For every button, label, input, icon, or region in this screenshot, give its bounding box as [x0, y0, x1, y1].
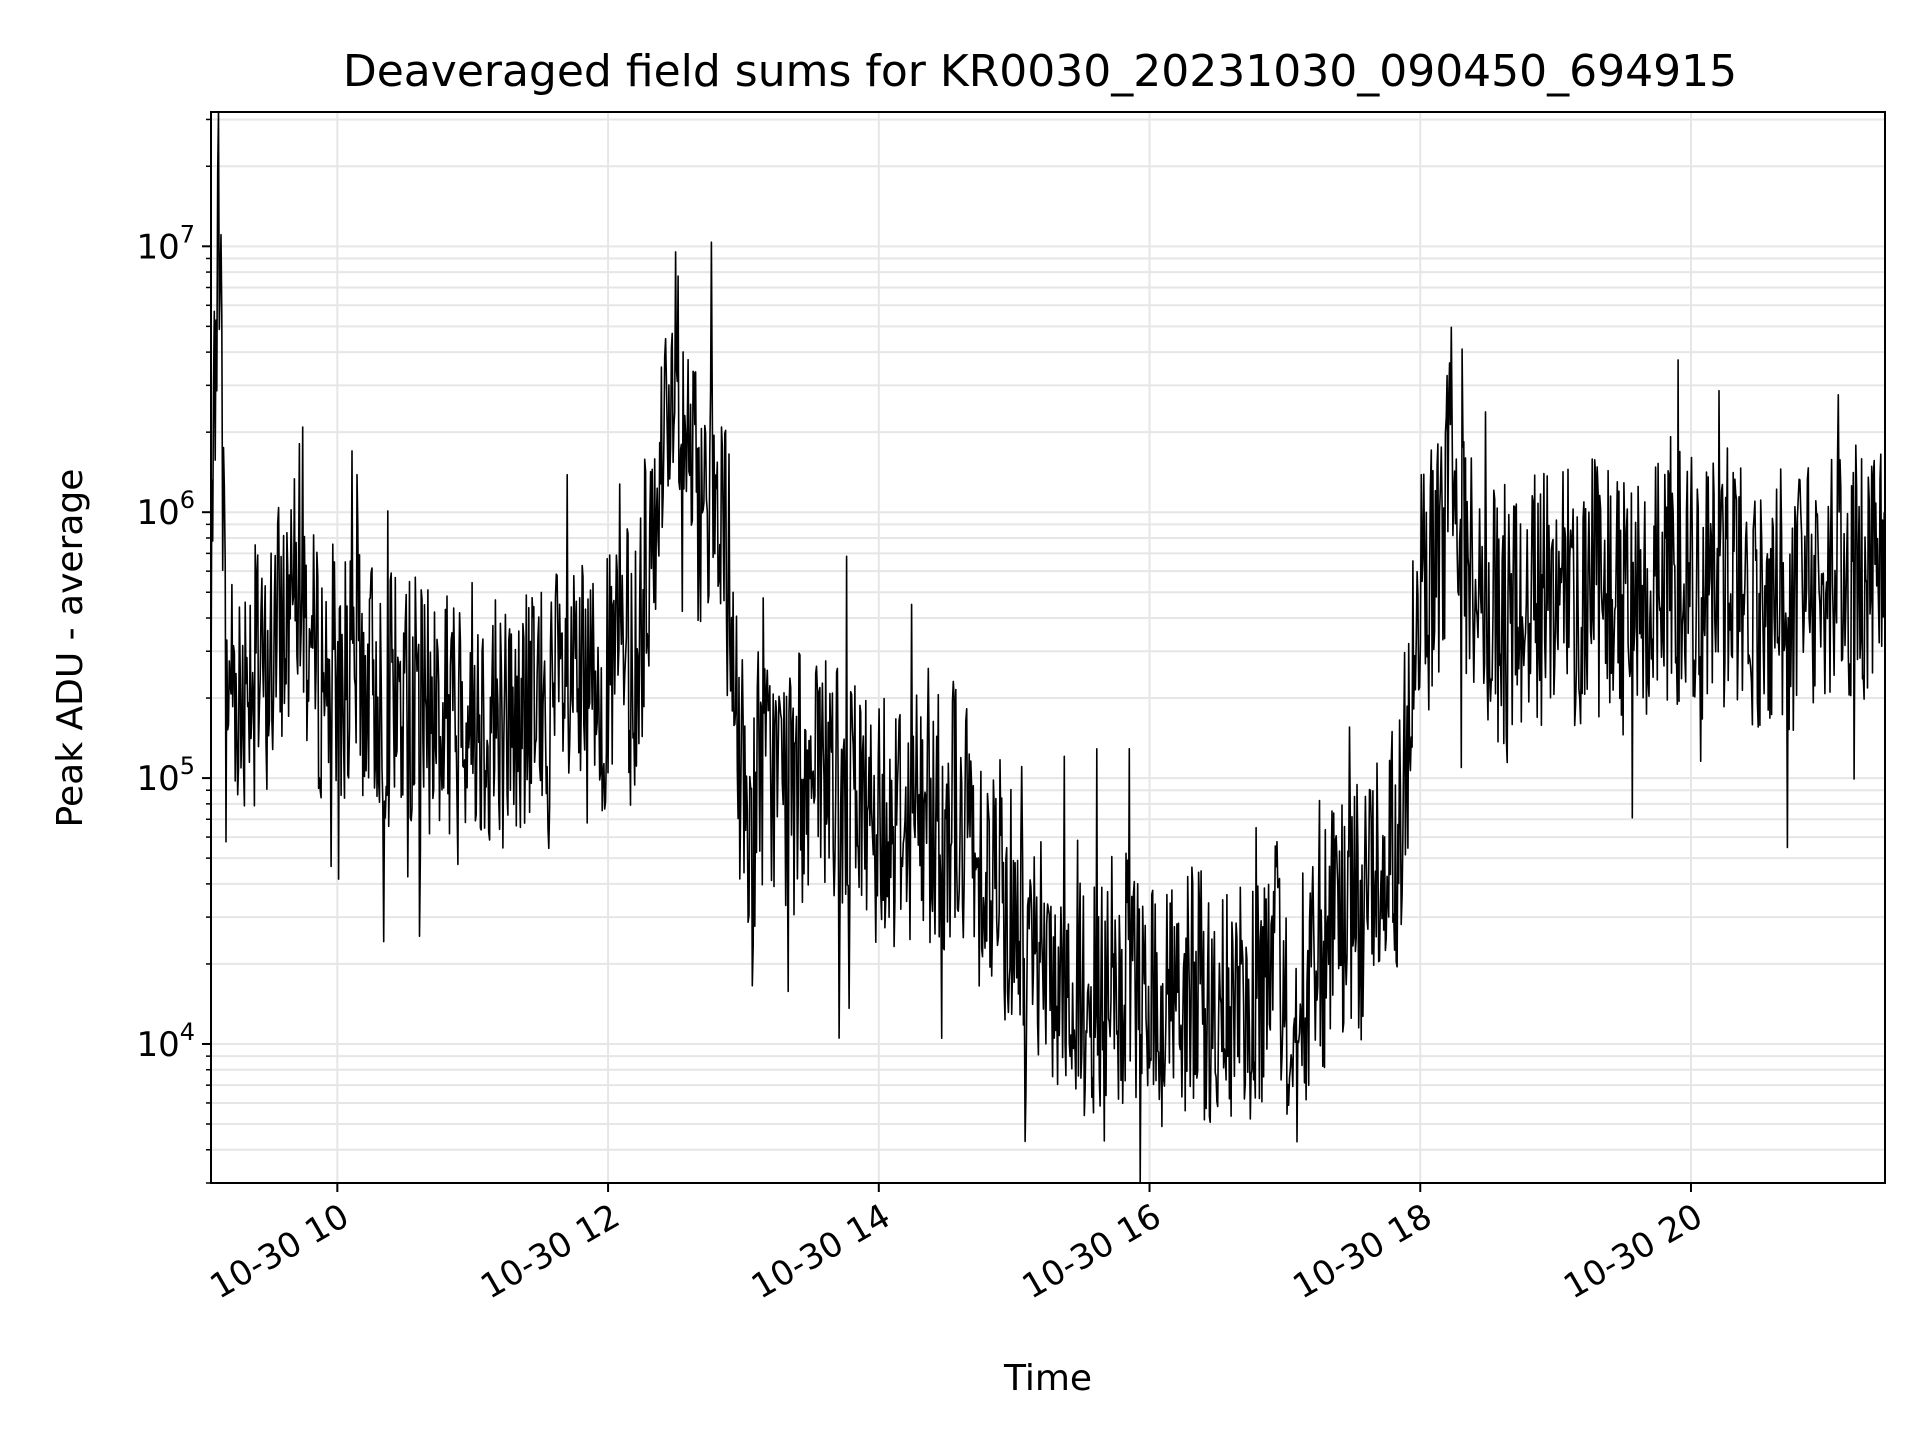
x-tick-label: 10-30 14 [745, 1196, 897, 1307]
series-layer [210, 111, 1886, 1184]
x-tick-label: 10-30 18 [1286, 1196, 1438, 1307]
chart-title: Deaveraged field sums for KR0030_2023103… [343, 46, 1737, 97]
y-tick-label: 104 [136, 1018, 195, 1065]
x-axis-label: Time [1003, 1358, 1092, 1399]
x-tick-label: 10-30 16 [1016, 1196, 1168, 1307]
x-tick-label: 10-30 10 [203, 1196, 355, 1307]
plot-frame [210, 111, 1886, 1184]
y-axis: 104 105 106 107 [136, 118, 211, 1184]
x-tick-label: 10-30 12 [474, 1196, 626, 1307]
y-axis-label: Peak ADU - average [50, 469, 91, 828]
series-line [210, 111, 1886, 1184]
y-tick-label: 105 [136, 752, 195, 799]
major-gridlines [211, 112, 1885, 1183]
minor-gridlines [211, 118, 1885, 1184]
x-tick-label: 10-30 20 [1557, 1196, 1709, 1307]
y-tick-label: 106 [136, 486, 195, 533]
y-tick-label: 107 [136, 220, 195, 267]
x-axis: 10-30 10 10-30 12 10-30 14 10-30 16 10-30 18… [203, 1183, 1709, 1307]
